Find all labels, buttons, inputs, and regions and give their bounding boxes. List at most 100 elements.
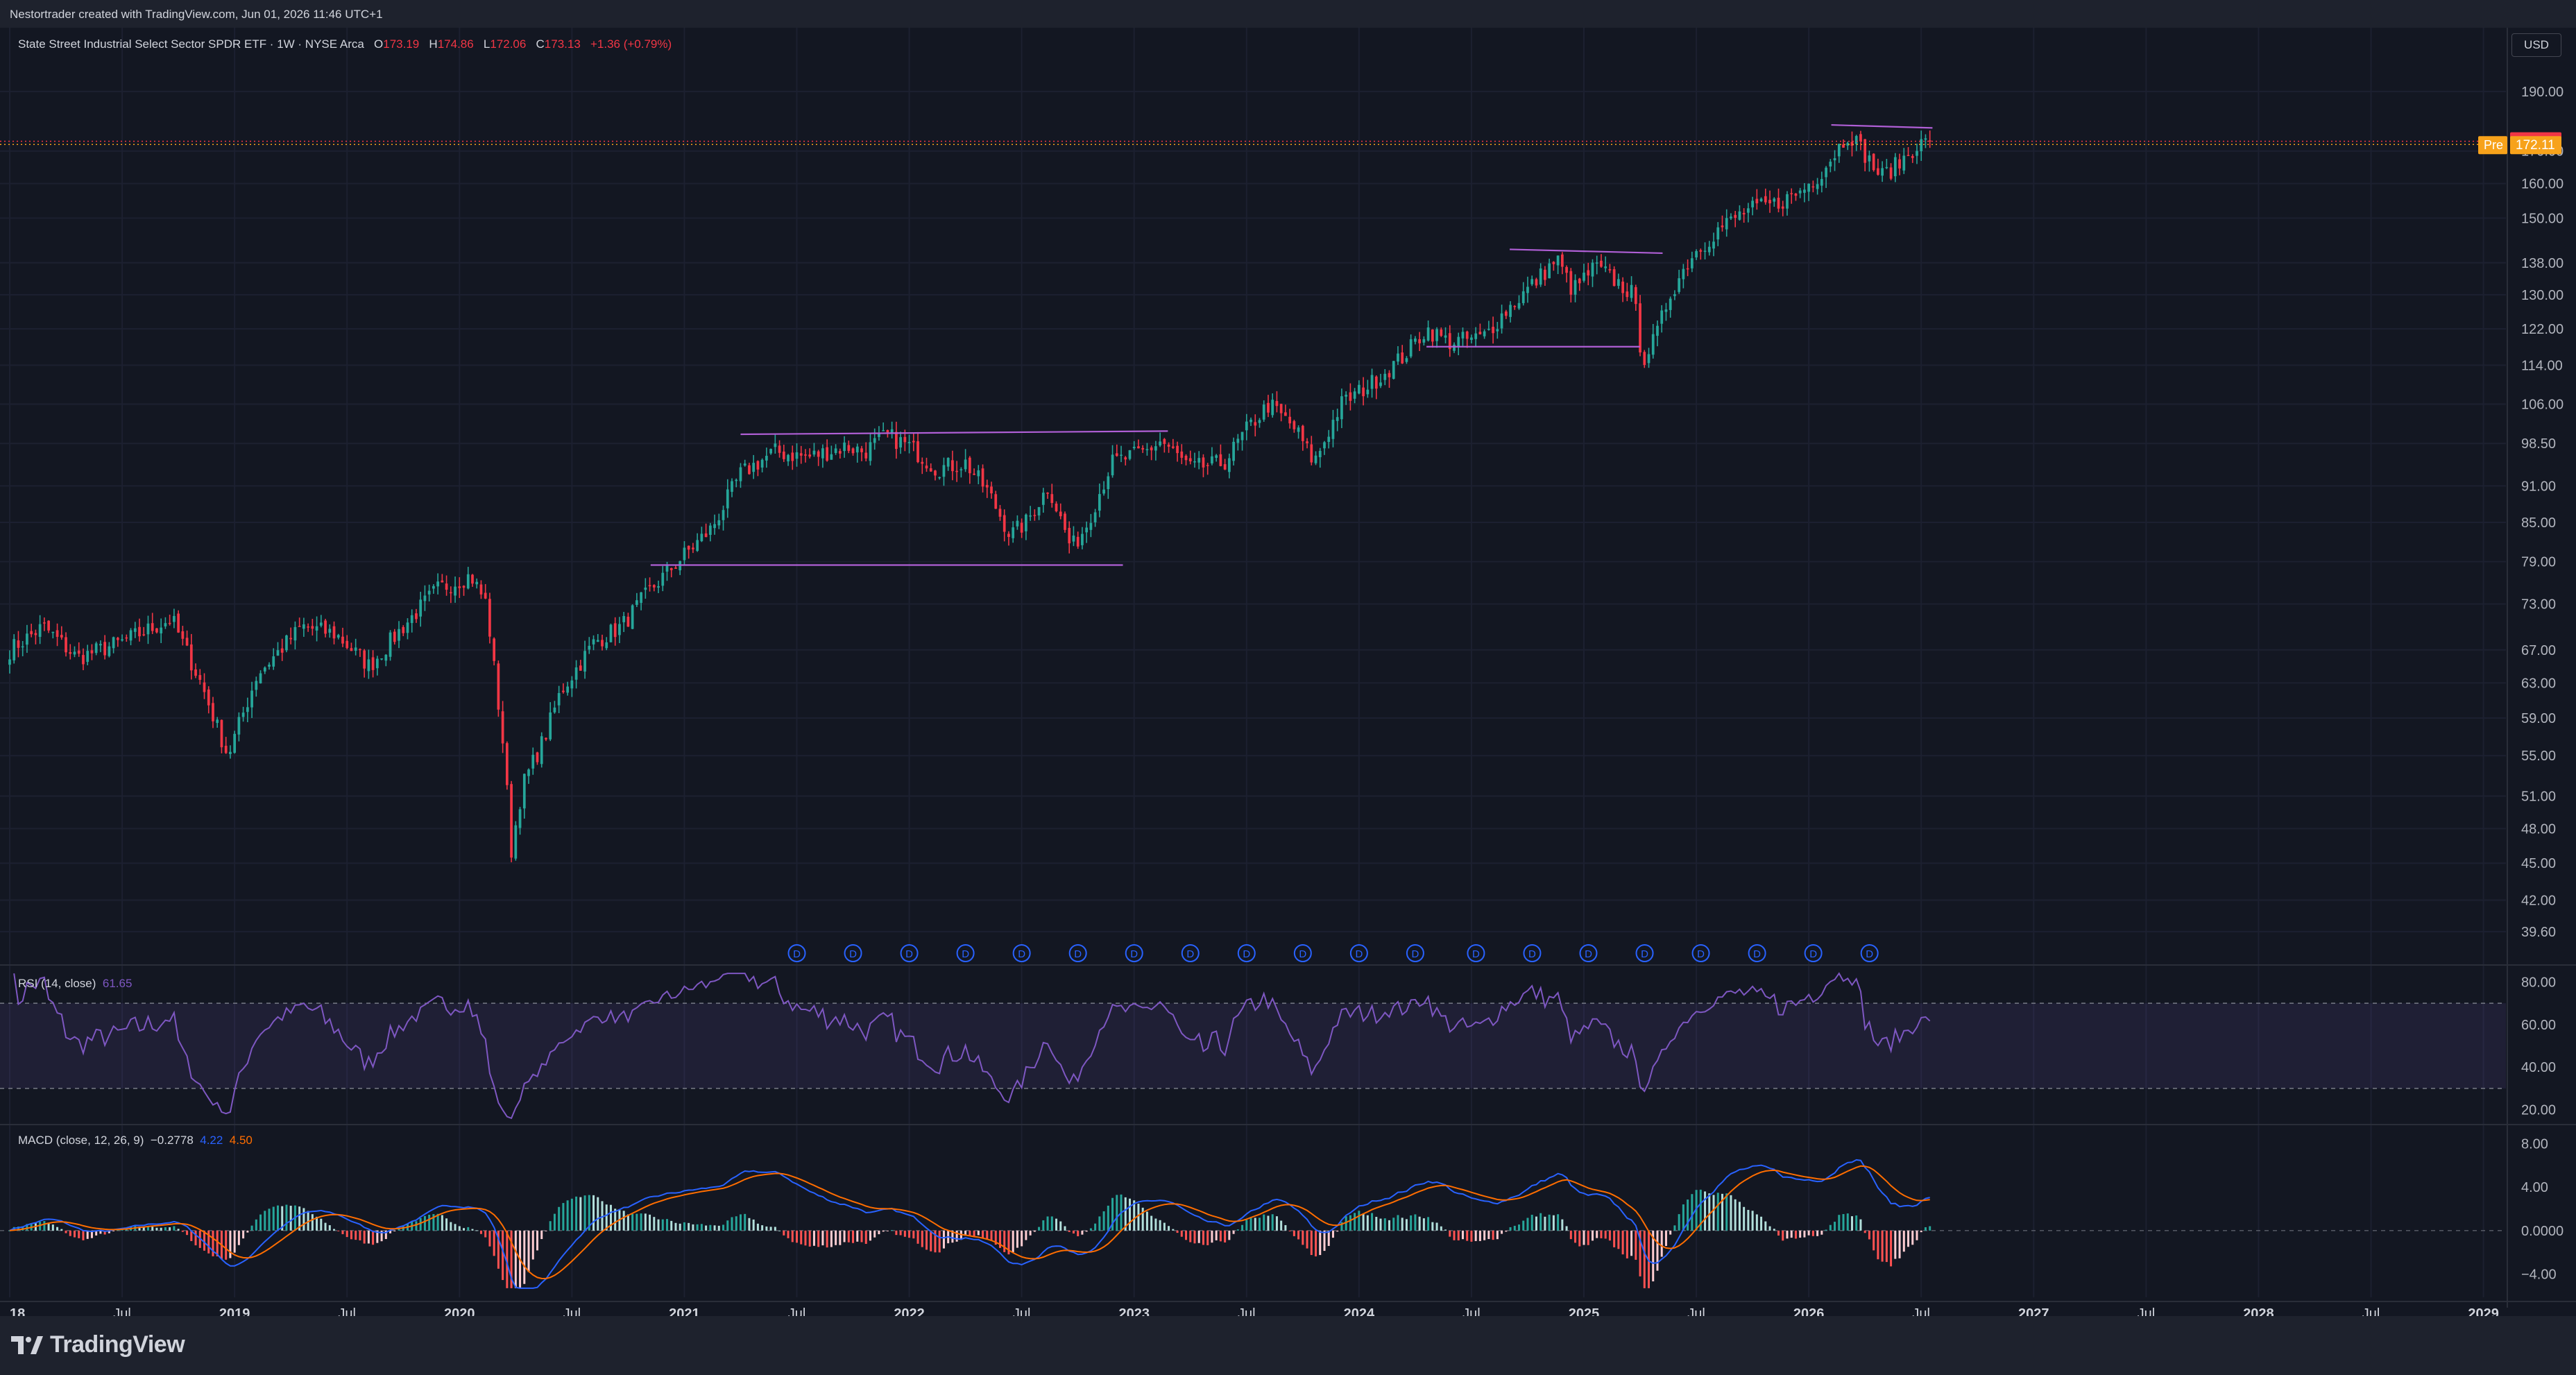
macd-histogram-bar	[1271, 1214, 1274, 1231]
macd-histogram-bar	[1397, 1215, 1399, 1231]
macd-histogram-bar	[1660, 1230, 1663, 1257]
candle-body	[1041, 493, 1045, 505]
macd-histogram-bar	[835, 1230, 837, 1245]
candle-body	[1924, 138, 1927, 140]
macd-histogram-bar	[1898, 1230, 1901, 1258]
dividend-label: D	[1243, 948, 1250, 960]
candle-body	[1448, 333, 1451, 350]
macd-histogram-bar	[726, 1220, 729, 1231]
candle-body	[1678, 278, 1681, 292]
macd-histogram-bar	[177, 1229, 180, 1231]
candle-body	[129, 630, 133, 641]
currency-button[interactable]: USD	[2511, 33, 2561, 57]
y-tick-label: 63.00	[2521, 676, 2556, 691]
candle-body	[441, 580, 444, 583]
candle-body	[1193, 461, 1196, 463]
macd-histogram-bar	[479, 1230, 482, 1234]
candle-body	[704, 533, 708, 538]
macd-histogram-bar	[1133, 1200, 1136, 1231]
macd-histogram-bar	[229, 1230, 232, 1258]
macd-histogram-bar	[1755, 1214, 1758, 1231]
candle-body	[722, 510, 725, 520]
candle-body	[1288, 416, 1291, 424]
candle-body	[185, 638, 189, 646]
candle-body	[583, 651, 586, 672]
candle-body	[1521, 291, 1525, 303]
candle-body	[1492, 327, 1494, 334]
candle-body	[1089, 522, 1093, 530]
macd-histogram-bar	[307, 1211, 309, 1231]
candle-body	[1414, 339, 1417, 342]
macd-histogram-bar	[1189, 1230, 1192, 1242]
macd-histogram-bar	[1725, 1193, 1728, 1231]
candle-body	[1392, 361, 1395, 379]
candle-body	[17, 640, 20, 648]
macd-histogram-bar	[95, 1230, 98, 1236]
macd-histogram-bar	[1773, 1229, 1775, 1231]
candle-body	[1064, 513, 1066, 530]
macd-histogram-bar	[912, 1230, 915, 1239]
rsi-band	[0, 1003, 2506, 1088]
candle-body	[959, 469, 963, 470]
macd-histogram-bar	[1440, 1226, 1442, 1231]
candle-body	[553, 707, 556, 712]
macd-legend[interactable]: MACD (close, 12, 26, 9) −0.2778 4.22 4.5…	[18, 1134, 253, 1147]
candle-body	[1868, 155, 1871, 162]
candle-body	[146, 623, 150, 635]
candle-body	[1232, 441, 1235, 461]
macd-histogram-bar	[60, 1229, 63, 1231]
macd-histogram-bar	[488, 1230, 491, 1247]
macd-histogram-bar	[1050, 1216, 1053, 1231]
macd-tick-label: 0.0000	[2521, 1224, 2564, 1239]
candle-body	[1388, 373, 1391, 377]
candle-body	[821, 448, 824, 459]
macd-histogram-bar	[1786, 1230, 1789, 1239]
macd-histogram-bar	[774, 1227, 776, 1231]
macd-histogram-bar	[1552, 1215, 1555, 1231]
main-legend[interactable]: State Street Industrial Select Sector SP…	[18, 37, 672, 51]
macd-histogram-bar	[1768, 1226, 1771, 1231]
candle-body	[350, 648, 353, 651]
macd-histogram-bar	[445, 1218, 448, 1231]
rsi-value: 61.65	[102, 977, 133, 990]
x-tick-label: Jul	[1912, 1306, 1930, 1316]
candle-body	[1219, 454, 1222, 466]
macd-histogram-bar	[744, 1213, 747, 1231]
rsi-legend[interactable]: RSI (14, close) 61.65	[18, 977, 133, 990]
macd-histogram-bar	[1907, 1230, 1910, 1247]
candle-body	[155, 628, 158, 633]
candle-body	[652, 585, 656, 588]
candle-body	[1920, 139, 1923, 152]
chart-canvas[interactable]: D D D D D D D D D D D D D D D D D D D D 18 Jul 2019 Jul 2020 Jul…	[0, 28, 2576, 1316]
candle-body	[1612, 269, 1616, 287]
macd-histogram-bar	[692, 1224, 694, 1231]
macd-histogram-bar	[1885, 1230, 1888, 1263]
brand-name: TradingView	[50, 1331, 185, 1358]
candle-body	[94, 643, 98, 654]
candle-body	[423, 595, 427, 601]
candle-body	[1604, 266, 1607, 268]
macd-histogram-bar	[1470, 1230, 1473, 1242]
candle-body	[613, 623, 617, 638]
candle-body	[289, 638, 293, 640]
candle-body	[1397, 353, 1399, 362]
macd-histogram-bar	[1902, 1230, 1905, 1252]
top-bar: Nestortrader created with TradingView.co…	[0, 0, 2576, 28]
macd-histogram-bar	[320, 1218, 323, 1231]
macd-histogram-bar	[1379, 1218, 1382, 1231]
macd-histogram-bar	[285, 1204, 288, 1231]
candle-body	[951, 460, 954, 472]
candle-body	[263, 667, 266, 672]
candle-body	[1742, 212, 1746, 215]
candle-body	[731, 481, 733, 492]
macd-histogram-bar	[1124, 1197, 1127, 1231]
tradingview-logo[interactable]: TradingView	[11, 1331, 185, 1358]
tradingview-icon	[11, 1335, 43, 1354]
macd-histogram-bar	[1258, 1218, 1261, 1231]
macd-histogram-bar	[800, 1230, 803, 1245]
candle-body	[1115, 453, 1118, 456]
macd-histogram-bar	[735, 1216, 737, 1231]
macd-histogram-bar	[1202, 1230, 1204, 1245]
dividend-marker	[1293, 944, 1312, 962]
